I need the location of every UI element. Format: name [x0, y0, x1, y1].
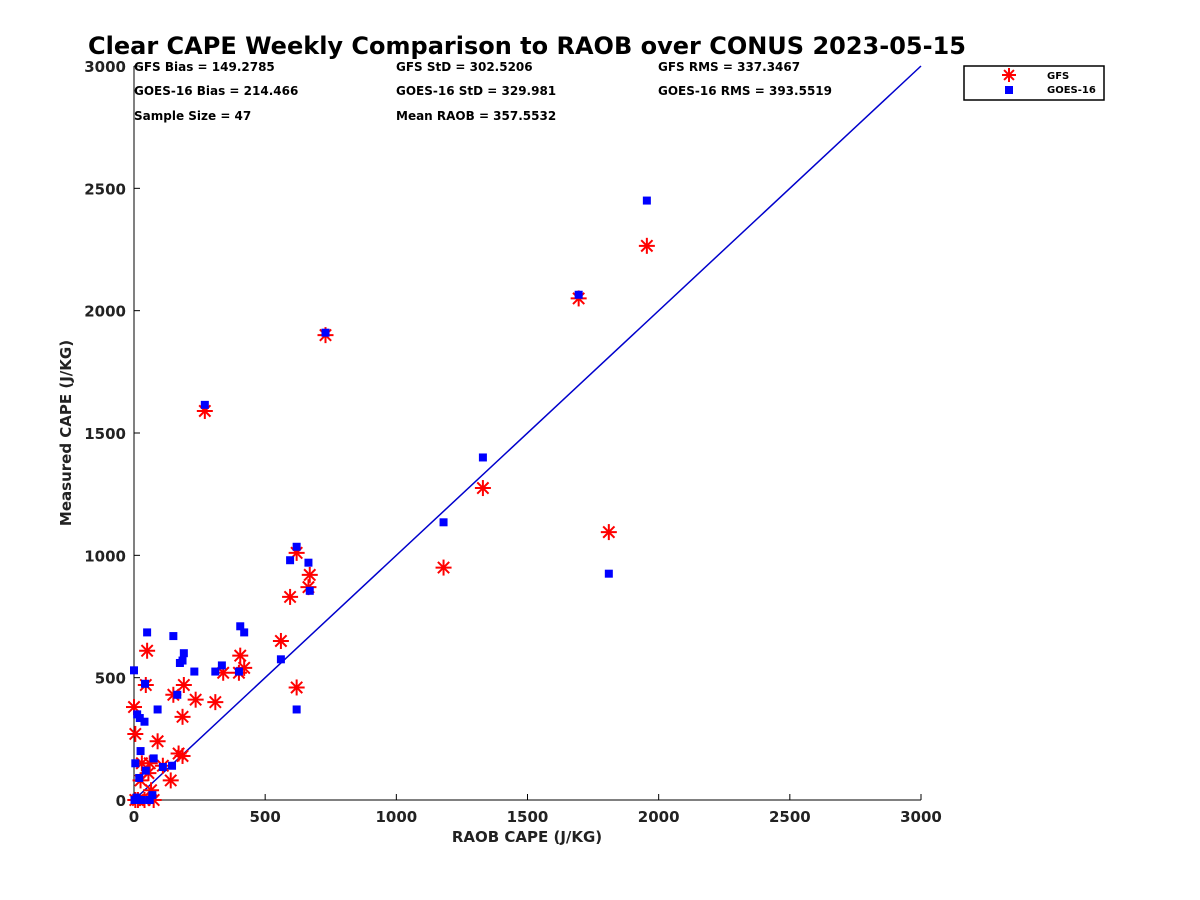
x-tick-label: 1000	[375, 808, 417, 826]
goes16-point	[173, 690, 182, 699]
gfs-point	[474, 480, 491, 497]
goes16-point	[292, 705, 301, 714]
gfs-point	[174, 708, 191, 725]
goes16-point	[158, 762, 167, 771]
goes16-point	[321, 328, 330, 337]
gfs-point	[162, 772, 179, 789]
y-tick-label: 1000	[84, 547, 126, 565]
goes16-point	[168, 761, 177, 770]
goes16-point	[305, 586, 314, 595]
mean-raob-text: Mean RAOB = 357.5532	[396, 109, 556, 123]
goes16-point	[135, 773, 144, 782]
gfs-point	[435, 559, 452, 576]
gfs-point	[600, 524, 617, 541]
gfs-point	[187, 691, 204, 708]
gfs-point	[127, 725, 144, 742]
goes16-point	[234, 667, 243, 676]
x-tick-label: 3000	[900, 808, 942, 826]
goes16-point	[131, 759, 140, 768]
goes16-point	[169, 632, 178, 641]
goes16-point	[178, 656, 187, 665]
goes16-point	[211, 667, 220, 676]
y-tick-label: 3000	[84, 58, 126, 76]
y-tick-labels: 0 500 1000 1500 2000 2500 3000	[84, 58, 140, 810]
gfs-point	[174, 747, 191, 764]
goes16-point	[200, 400, 209, 409]
goes16-point	[276, 655, 285, 664]
y-axis-label: Measured CAPE (J/KG)	[57, 340, 75, 526]
x-tick-label: 2000	[638, 808, 680, 826]
goes16-point	[574, 290, 583, 299]
goes16-point	[217, 661, 226, 670]
gfs-point	[272, 632, 289, 649]
legend-box	[963, 65, 1105, 101]
x-tick-label: 0	[129, 808, 139, 826]
y-tick-label: 2500	[84, 180, 126, 198]
legend: GFS GOES-16	[963, 65, 1105, 101]
sample-size-text: Sample Size = 47	[134, 109, 251, 123]
y-tick-label: 500	[95, 670, 126, 688]
legend-goes16-square	[1005, 86, 1013, 94]
goes16-point	[136, 747, 145, 756]
x-tick-label: 1500	[507, 808, 549, 826]
gfs-rms-text: GFS RMS = 337.3467	[658, 60, 800, 74]
x-axis-label: RAOB CAPE (J/KG)	[452, 828, 602, 846]
gfs-bias-text: GFS Bias = 149.2785	[134, 60, 275, 74]
one-to-one-line	[133, 65, 922, 801]
legend-gfs-asterisk	[1002, 68, 1016, 82]
goes16-point	[292, 542, 301, 551]
gfs-point	[207, 694, 224, 711]
gfs-point	[282, 588, 299, 605]
goes16-point	[179, 649, 188, 658]
x-tick-labels: 0 500 1000 1500 2000 2500 3000	[129, 794, 942, 826]
goes16-point	[149, 754, 158, 763]
goes16-point	[153, 705, 162, 714]
legend-gfs-label: GFS	[1047, 71, 1069, 82]
x-tick-label: 2500	[769, 808, 811, 826]
legend-goes16-label: GOES-16	[1047, 85, 1096, 96]
goes16-point	[141, 679, 150, 688]
gfs-point	[139, 642, 156, 659]
goes16-point	[140, 717, 149, 726]
gfs-point	[301, 566, 318, 583]
goes16-point	[240, 628, 249, 637]
stats-block: GFS Bias = 149.2785 GFS StD = 302.5206 G…	[134, 60, 832, 123]
goes16-point	[143, 628, 152, 637]
gfs-std-text: GFS StD = 302.5206	[396, 60, 533, 74]
goes-bias-text: GOES-16 Bias = 214.466	[134, 84, 298, 98]
goes16-point	[135, 714, 144, 723]
goes16-point	[137, 796, 146, 804]
y-tick-label: 2000	[84, 303, 126, 321]
goes16-point	[130, 666, 138, 675]
goes16-series	[130, 196, 651, 804]
goes16-point	[286, 556, 295, 565]
goes16-point	[148, 791, 157, 800]
goes16-point	[604, 569, 613, 578]
goes16-point	[304, 558, 313, 567]
legend-goes16-marker	[1005, 86, 1013, 94]
gfs-point	[175, 677, 192, 694]
gfs-point	[288, 679, 305, 696]
goes16-point	[642, 196, 651, 205]
goes16-point	[236, 622, 245, 631]
gfs-point	[638, 237, 655, 254]
x-tick-label: 500	[250, 808, 281, 826]
y-tick-label: 1500	[84, 425, 126, 443]
goes-std-text: GOES-16 StD = 329.981	[396, 84, 556, 98]
goes16-point	[145, 796, 154, 804]
chart-title: Clear CAPE Weekly Comparison to RAOB ove…	[88, 32, 966, 60]
legend-gfs-marker	[1002, 68, 1016, 82]
goes16-point	[439, 518, 448, 527]
goes16-point	[478, 453, 487, 462]
y-tick-label: 0	[116, 792, 126, 810]
gfs-point	[149, 733, 166, 750]
goes16-point	[190, 667, 199, 676]
goes16-point	[141, 766, 150, 775]
reference-line-layer	[133, 65, 922, 801]
gfs-point	[232, 647, 249, 664]
goes-rms-text: GOES-16 RMS = 393.5519	[658, 84, 832, 98]
